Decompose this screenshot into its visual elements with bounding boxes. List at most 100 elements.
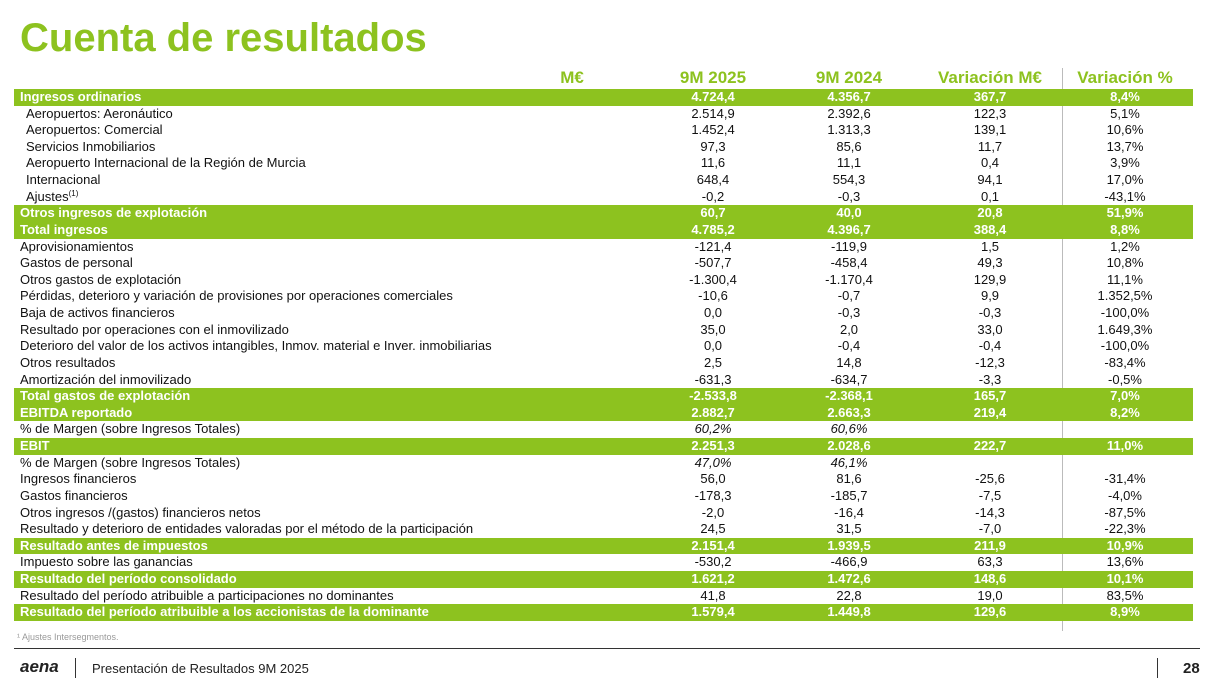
column-header: M€ [560,68,584,87]
cell: 211,9 [974,537,1006,553]
cell: 63,3 [977,554,1003,570]
row-label: Impuesto sobre las ganancias [20,554,193,571]
cell: 10,6% [1106,122,1144,138]
table-row: Otros ingresos de explotación 60,7 40,0 20,… [14,205,1193,222]
table-row: Aeropuertos: Aeronáutico 2.514,9 2.392,6 12… [14,106,1193,123]
table-row: Servicios Inmobiliarios 97,3 85,6 11,7 13,7% [14,139,1193,156]
cell: -2,0 [701,504,725,520]
cell: 60,7 [700,205,726,221]
row-label: Aprovisionamientos [20,239,133,256]
label-text: Resultado antes de impuestos [20,537,208,553]
row-label: Resultado antes de impuestos [20,538,208,555]
row-label: Internacional [26,172,100,189]
label-text: Otros gastos de explotación [20,271,182,287]
label-text: Baja de activos financieros [20,305,175,321]
cell: -0,4 [837,338,861,354]
cell: 85,6 [836,138,862,154]
table-row: Internacional 648,4 554,3 94,1 17,0% [14,172,1193,189]
cell: -4,0% [1108,487,1142,503]
cell: 1.621,2 [691,570,735,586]
row-label: Aeropuertos: Comercial [26,122,163,139]
label-text: % de Margen (sobre Ingresos Totales) [20,421,241,437]
cell: 8,8% [1110,221,1140,237]
cell: -22,3% [1104,521,1146,537]
cell: 4.356,7 [827,89,871,104]
row-label: Deterioro del valor de los activos intan… [20,338,492,355]
cell: 31,5 [836,521,862,537]
label-text: Resultado del período consolidado [20,570,237,586]
table-row: Otros gastos de explotación -1.300,4 -1.17… [14,272,1193,289]
label-text: Resultado y deterioro de entidades valor… [20,521,474,537]
row-label: % de Margen (sobre Ingresos Totales) [20,455,240,472]
cell: -2.368,1 [825,388,873,404]
label-text: Total gastos de explotación [20,388,191,404]
footer-text: Presentación de Resultados 9M 2025 [92,661,309,676]
label-text: Total ingresos [20,221,108,237]
cell: -100,0% [1100,305,1150,321]
column-header: 9M 2025 [679,68,747,87]
cell: -1.300,4 [689,271,737,287]
cell: -7,5 [978,487,1002,503]
cell: 49,3 [977,255,1003,271]
cell: 2.514,9 [691,105,735,121]
table-row: Ingresos financieros 56,0 81,6 -25,6 -31,4% [14,471,1193,488]
cell: 60,6% [830,421,868,437]
divider [1157,658,1158,678]
table-row: Resultado por operaciones con el inmovil… [14,322,1193,339]
cell: -2.533,8 [689,388,737,404]
cell: 1.313,3 [827,122,871,138]
label-text: Servicios Inmobiliarios [26,138,156,154]
cell: -466,9 [830,554,868,570]
cell: 11,6 [700,155,726,171]
logo: aena [20,657,59,676]
label-text: Gastos financieros [20,487,128,503]
table-row: Resultado del período atribuible a los a… [14,604,1193,621]
label-text: Otros resultados [20,354,116,370]
table-row: Deterioro del valor de los activos intan… [14,338,1193,355]
cell: 10,9% [1106,537,1144,553]
cell: -121,4 [694,238,732,254]
row-label: Pérdidas, deterioro y variación de provi… [20,288,453,305]
row-label: Amortización del inmovilizado [20,372,191,389]
cell: 0,1 [980,188,1000,204]
cell: 122,3 [973,105,1007,121]
row-label: Total ingresos [20,222,108,239]
row-label: Resultado y deterioro de entidades valor… [20,521,473,538]
cell: -14,3 [975,504,1005,520]
cell: 47,0% [694,454,732,470]
title: Cuenta de resultados [20,16,427,60]
cell: -178,3 [694,487,732,503]
cell: 11,1 [836,155,862,171]
cell: 35,0 [700,321,726,337]
cell: 4.396,7 [827,221,871,237]
cell: -0,3 [837,305,861,321]
label-text: Amortización del inmovilizado [20,371,192,387]
cell: 56,0 [700,471,726,487]
cell: 1,5 [980,238,1000,254]
cell: 10,1% [1106,570,1144,586]
cell: -0,7 [837,288,861,304]
cell: 24,5 [700,521,726,537]
cell: 2.151,4 [691,537,735,553]
cell: 2.251,3 [691,438,735,454]
table-row: Impuesto sobre las ganancias -530,2 -466,9… [14,554,1193,571]
cell: 10,8% [1106,255,1144,271]
label-text: Pérdidas, deterioro y variación de provi… [20,288,453,304]
table-row: EBIT 2.251,3 2.028,6 222,7 11,0% [14,438,1193,455]
table-row: Resultado antes de impuestos 2.151,4 1.939… [14,537,1193,555]
row-label: Otros gastos de explotación [20,272,181,289]
row-label: Aeropuerto Internacional de la Región de… [26,155,306,172]
label-text: Resultado del período atribuible a parti… [20,587,394,603]
cell: -0,4 [978,338,1002,354]
cell: -43,1% [1104,188,1146,204]
row-label: Gastos de personal [20,255,133,272]
label-text: Ajustes [26,188,69,204]
cell: 1.452,4 [691,122,735,138]
footnote: ¹ Ajustes Intersegmentos. [17,632,119,642]
label-text: % de Margen (sobre Ingresos Totales) [20,454,241,470]
table-row: Gastos de personal -507,7 -458,4 49,3 10,8% [14,255,1193,272]
cell: 13,7% [1106,138,1144,154]
cell: 1.649,3% [1097,321,1153,337]
table-row: Ajustes(1) -0,2 -0,3 0,1 -43,1% [14,189,1193,206]
cell: 165,7 [973,388,1007,404]
